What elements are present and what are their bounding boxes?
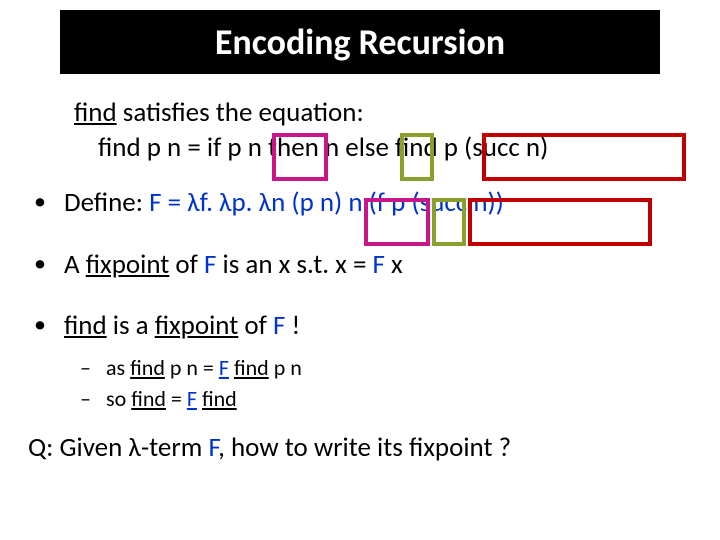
q-pre: Q: Given — [28, 431, 128, 464]
ff-of: of — [238, 309, 273, 342]
s1-find1: find — [130, 354, 165, 381]
s1-find2: find — [234, 354, 269, 381]
s1-end: p n — [269, 354, 302, 381]
bullet-find-fixpoint: • find is a fixpoint of F ! — [34, 308, 686, 344]
bullet-dot-icon: • — [34, 308, 64, 342]
ff-end: ! — [285, 309, 300, 342]
s2-F: F — [187, 385, 197, 412]
fp-a: A — [64, 248, 86, 281]
slide: { "title": "Encoding Recursion", "intro_… — [0, 0, 720, 540]
sub2-text: so find = F find — [106, 385, 237, 414]
fp-end: x — [385, 248, 403, 281]
fp-mid: is an x s.t. x = — [216, 248, 372, 281]
question-line: Q: Given λ-term F, how to write its fixp… — [28, 431, 686, 464]
fp-F1: F — [204, 248, 216, 281]
fp-word: fixpoint — [86, 248, 170, 281]
fp-F2: F — [373, 248, 385, 281]
define-label: Define: — [64, 186, 149, 219]
sub-bullet-2: – so find = F find — [34, 385, 686, 414]
content-body: find satisfies the equation: find p n = … — [34, 96, 686, 491]
bullet-find-fixpoint-text: find is a fixpoint of F ! — [64, 308, 300, 344]
bullet-define: • Define: F = λf. λp. λn (p n) n (f p (s… — [34, 185, 686, 221]
q-end: , how to write its fixpoint ? — [218, 431, 511, 464]
s2-pre: so — [106, 385, 131, 412]
q-mid: -term — [141, 431, 209, 464]
bullet-define-text: Define: F = λf. λp. λn (p n) n (f p (suc… — [64, 185, 504, 221]
q-F: F — [208, 431, 218, 464]
ff-F: F — [273, 309, 285, 342]
intro-equation: find p n = if p n then n else find p (su… — [34, 131, 686, 166]
ff-find: find — [64, 309, 107, 342]
intro-line-1: find satisfies the equation: — [34, 96, 686, 131]
sub-bullet-1: – as find p n = F find p n — [34, 354, 686, 383]
s2-eq: = — [166, 385, 187, 412]
intro-find: find — [74, 96, 117, 129]
q-lambda: λ — [128, 431, 141, 464]
s2-find1: find — [131, 385, 166, 412]
define-formula: F = λf. λp. λn (p n) n (f p (succ n)) — [149, 186, 504, 219]
s2-find2: find — [202, 385, 237, 412]
dash-icon: – — [80, 354, 106, 381]
bullet-dot-icon: • — [34, 247, 64, 281]
intro-eq-text: find p n = if p n then n else find p (su… — [98, 131, 548, 164]
sub1-text: as find p n = F find p n — [106, 354, 302, 383]
bullet-fixpoint-def: • A fixpoint of F is an x s.t. x = F x — [34, 247, 686, 283]
intro-rest: satisfies the equation: — [117, 96, 364, 129]
ff-fix: fixpoint — [155, 309, 239, 342]
title-bar: Encoding Recursion — [60, 10, 660, 74]
s1-pre: as — [106, 354, 130, 381]
ff-mid: is a — [107, 309, 155, 342]
s1-F: F — [219, 354, 229, 381]
fp-of: of — [169, 248, 204, 281]
page-title: Encoding Recursion — [215, 20, 505, 64]
bullet-fixpoint-text: A fixpoint of F is an x s.t. x = F x — [64, 247, 403, 283]
bullet-dot-icon: • — [34, 185, 64, 219]
s1-mid1: p n = — [165, 354, 219, 381]
dash-icon: – — [80, 385, 106, 412]
